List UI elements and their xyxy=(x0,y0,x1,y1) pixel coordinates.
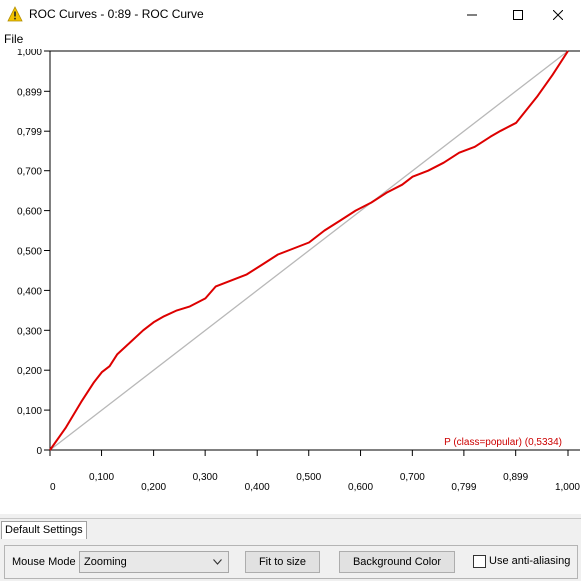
maximize-button[interactable] xyxy=(495,0,541,29)
x-tick-label: 0,200 xyxy=(141,482,166,493)
y-tick-label: 0,500 xyxy=(17,247,42,258)
y-tick-label: 0,799 xyxy=(17,127,42,138)
minimize-button[interactable] xyxy=(449,0,495,29)
anti-aliasing-checkbox[interactable] xyxy=(473,555,486,568)
close-icon xyxy=(553,9,563,20)
background-color-button[interactable]: Background Color xyxy=(339,551,455,573)
legend-label: P (class=popular) (0,5334) xyxy=(444,437,562,448)
anti-aliasing-label: Use anti-aliasing xyxy=(489,555,571,567)
minimize-icon xyxy=(467,14,477,15)
window-title: ROC Curves - 0:89 - ROC Curve xyxy=(29,7,204,21)
diagonal-reference-line xyxy=(49,50,569,451)
x-tick-label: 0,600 xyxy=(348,482,373,493)
fit-to-size-button[interactable]: Fit to size xyxy=(245,551,320,573)
mouse-mode-label: Mouse Mode xyxy=(12,556,76,568)
x-tick-label: 0,100 xyxy=(89,472,114,483)
x-tick-label: 0,899 xyxy=(503,472,528,483)
y-tick-label: 0,700 xyxy=(17,167,42,178)
y-tick-label: 0,899 xyxy=(17,87,42,98)
y-tick-label: 0,600 xyxy=(17,207,42,218)
y-tick-label: 0,400 xyxy=(17,286,42,297)
x-tick-label: 0,700 xyxy=(400,472,425,483)
mouse-controls-panel: Mouse Mode Zooming Fit to size Backgroun… xyxy=(4,545,578,579)
y-tick-label: 0,100 xyxy=(17,406,42,417)
x-tick-label: 0,799 xyxy=(451,482,476,493)
maximize-icon xyxy=(513,9,523,20)
y-tick-label: 1,000 xyxy=(17,49,42,58)
y-tick-label: 0 xyxy=(36,446,42,457)
menu-bar: File xyxy=(0,29,581,49)
y-tick-label: 0,300 xyxy=(17,326,42,337)
roc-chart[interactable]: 0 0,100 0,200 0,300 0,400 0,500 0,600 0,700 0,79… xyxy=(0,49,581,514)
roc-curve-line xyxy=(49,50,569,451)
y-tick-label: 0,200 xyxy=(17,366,42,377)
menu-file[interactable]: File xyxy=(4,32,24,46)
close-button[interactable] xyxy=(535,0,581,29)
title-bar: ROC Curves - 0:89 - ROC Curve xyxy=(0,0,581,29)
x-tick-label: 0 xyxy=(50,482,56,493)
x-tick-label: 0,300 xyxy=(193,472,218,483)
chevron-down-icon xyxy=(213,559,222,565)
mouse-mode-value: Zooming xyxy=(84,556,127,568)
settings-tab-strip: Default Settings xyxy=(0,518,581,539)
x-tick-label: 0,500 xyxy=(296,472,321,483)
tab-default-settings[interactable]: Default Settings xyxy=(1,521,87,539)
roc-plot-panel[interactable]: 0 0,100 0,200 0,300 0,400 0,500 0,600 0,700 0,79… xyxy=(0,49,581,514)
x-tick-label: 0,400 xyxy=(245,482,270,493)
mouse-mode-select[interactable]: Zooming xyxy=(79,551,229,573)
warning-triangle-icon xyxy=(7,6,23,22)
x-tick-label: 1,000 xyxy=(555,482,580,493)
